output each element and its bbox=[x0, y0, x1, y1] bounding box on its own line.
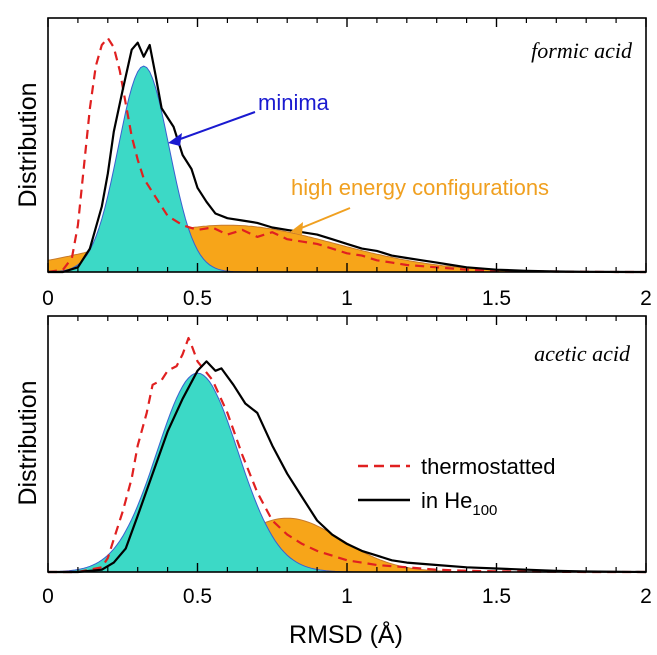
x-tick-label: 0.5 bbox=[183, 287, 212, 310]
legend-he100-label: in He100 bbox=[421, 488, 497, 519]
he100-line bbox=[48, 360, 647, 574]
x-tick-label: 1.5 bbox=[482, 585, 511, 608]
y-axis-label-bottom: Distribution bbox=[14, 380, 42, 505]
legend: thermostatted in He100 bbox=[358, 454, 556, 519]
x-tick-label: 0.5 bbox=[183, 585, 212, 608]
x-tick-label: 0 bbox=[42, 287, 54, 310]
formic-acid-panel: 0 0.5 1 1.5 2 bbox=[42, 17, 652, 310]
minima-arrow-icon bbox=[171, 111, 256, 143]
y-axis-label-top: Distribution bbox=[14, 82, 42, 207]
acetic-acid-panel: 0 0.5 1 1.5 2 bbox=[42, 315, 652, 608]
x-tick-label: 1 bbox=[341, 287, 353, 310]
minima-fill-area bbox=[47, 65, 646, 273]
x-tick-label: 1.5 bbox=[482, 287, 511, 310]
minima-arrowhead-icon bbox=[168, 133, 182, 146]
he100-line bbox=[48, 41, 647, 274]
panel-label-formic: formic acid bbox=[531, 38, 633, 63]
minima-fill-area bbox=[47, 372, 646, 573]
x-axis-label: RMSD (Å) bbox=[289, 619, 403, 649]
panel-label-acetic: acetic acid bbox=[534, 341, 631, 366]
high-energy-arrow-icon bbox=[293, 207, 351, 232]
legend-thermostatted-label: thermostatted bbox=[421, 454, 556, 479]
thermostatted-line bbox=[48, 336, 646, 574]
x-tick-label: 0 bbox=[42, 585, 54, 608]
x-tick-label: 2 bbox=[640, 585, 652, 608]
high-energy-annotation: high energy configurations bbox=[291, 175, 549, 200]
x-tick-label: 1 bbox=[341, 585, 353, 608]
thermostatted-line bbox=[47, 36, 646, 274]
x-tick-label: 2 bbox=[640, 287, 652, 310]
minima-annotation: minima bbox=[258, 90, 330, 115]
high-energy-arrowhead-icon bbox=[290, 222, 303, 235]
